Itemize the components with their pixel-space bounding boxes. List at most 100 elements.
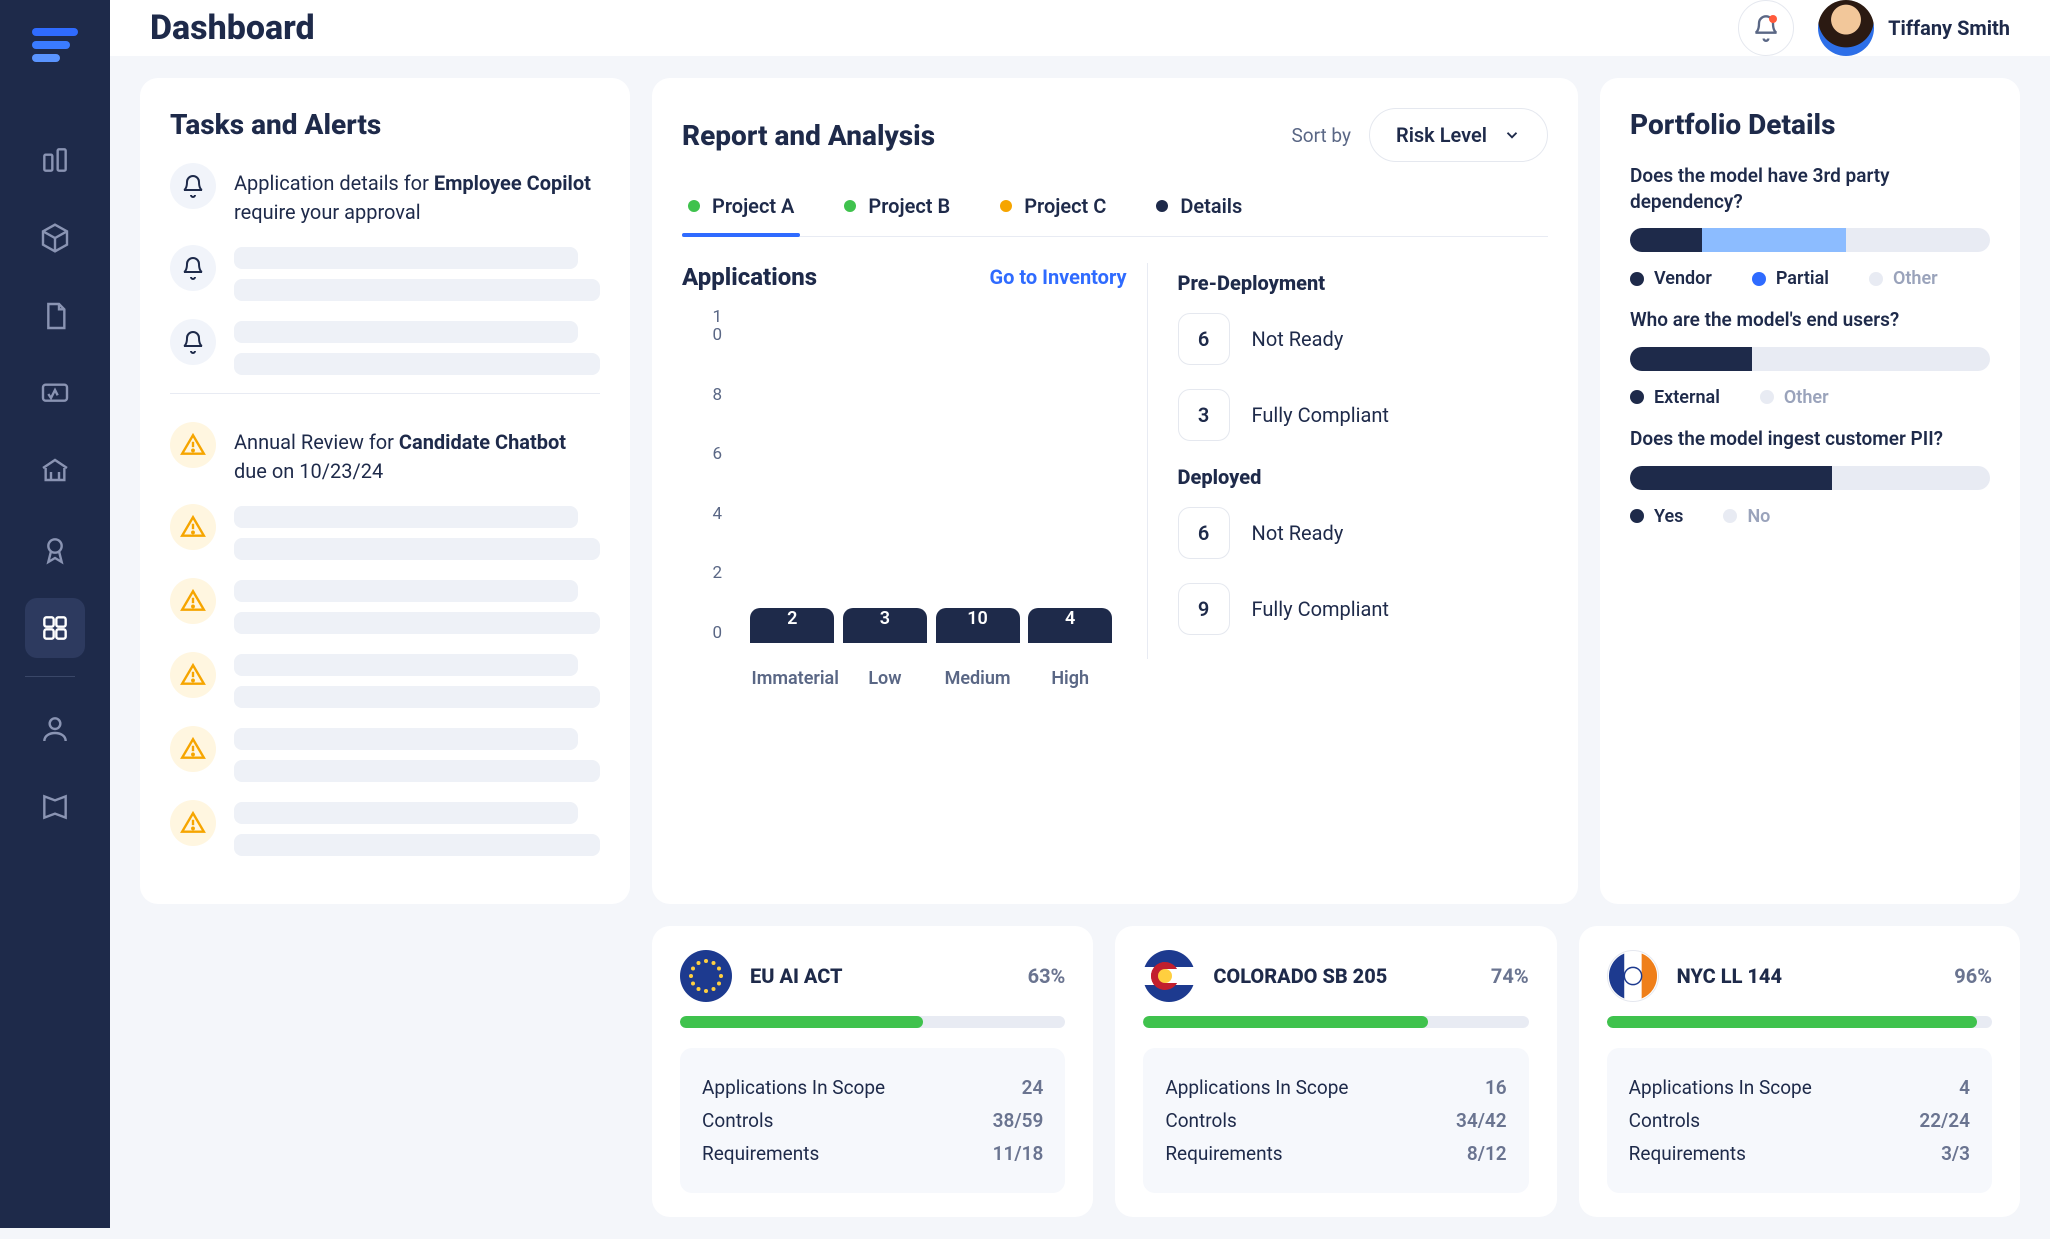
compliance-row: Requirements11/18 (702, 1142, 1043, 1165)
compliance-title: EU AI ACT (750, 964, 1010, 988)
task-placeholder (234, 726, 600, 782)
task-item[interactable] (170, 319, 600, 375)
nav-item-badge[interactable] (25, 520, 85, 580)
portfolio-bar (1630, 466, 1990, 490)
tab-project-a[interactable]: Project A (682, 194, 800, 236)
legend-dot-icon (1630, 272, 1644, 286)
tab-dot-icon (844, 200, 856, 212)
topbar: Dashboard Tiffany Smith (110, 0, 2050, 56)
portfolio-question: Who are the model's end users? (1630, 307, 1990, 333)
nav-item-bank[interactable] (25, 442, 85, 502)
user-menu[interactable]: Tiffany Smith (1818, 0, 2010, 56)
y-tick: 2 (682, 565, 722, 583)
bar-high: 4 (1029, 608, 1111, 643)
applications-title: Applications (682, 263, 817, 291)
compliance-key: Applications In Scope (702, 1076, 885, 1099)
nav-item-cube[interactable] (25, 208, 85, 268)
portfolio-question: Does the model have 3rd party dependency… (1630, 163, 1990, 214)
compliance-value: 22/24 (1919, 1109, 1970, 1132)
compliance-row: Requirements 3/3 (1629, 1142, 1970, 1165)
compliance-table: Applications In Scope16Controls34/42Requ… (1143, 1048, 1528, 1193)
legend-item: Other (1869, 268, 1938, 289)
page-title: Dashboard (150, 8, 315, 48)
document-icon (39, 300, 71, 332)
portfolio-bar (1630, 228, 1990, 252)
monitor-icon (39, 378, 71, 410)
compliance-table: Applications In Scope4 Controls22/24 Requi… (1607, 1048, 1992, 1193)
report-tabs: Project A Project B Project C Details (682, 194, 1548, 237)
compliance-card-nyc[interactable]: NYC LL 144 96% Applications In Scope4Con… (1579, 926, 2020, 1217)
compliance-value: 3/3 (1941, 1142, 1970, 1165)
x-label: Medium (937, 668, 1019, 689)
task-item[interactable] (170, 800, 600, 856)
task-item[interactable]: Application details for Employee Copilot… (170, 163, 600, 227)
buildings-icon (39, 144, 71, 176)
nav-item-apps[interactable] (25, 598, 85, 658)
legend-dot-icon (1630, 390, 1644, 404)
go-to-inventory-link[interactable]: Go to Inventory (989, 265, 1126, 289)
warning-icon (170, 652, 216, 698)
compliance-value: 34/42 (1456, 1109, 1507, 1132)
tab-details[interactable]: Details (1150, 194, 1248, 236)
tab-project-c[interactable]: Project C (994, 194, 1112, 236)
notifications-button[interactable] (1738, 0, 1794, 56)
compliance-percent: 63% (1028, 964, 1066, 988)
report-panel: Report and Analysis Sort by Risk Level P… (652, 78, 1578, 904)
status-item[interactable]: 3Fully Compliant (1178, 389, 1548, 441)
compliance-value: 16 (1485, 1076, 1507, 1099)
portfolio-legend: ExternalOther (1630, 387, 1990, 408)
tab-project-b[interactable]: Project B (838, 194, 956, 236)
nyc-flag-icon (1607, 950, 1659, 1002)
task-item[interactable] (170, 578, 600, 634)
compliance-key: Requirements (1629, 1142, 1746, 1165)
portfolio-legend: YesNo (1630, 506, 1990, 527)
sort-select[interactable]: Risk Level (1369, 108, 1548, 162)
nav-item-user[interactable] (25, 699, 85, 759)
y-tick: 10 (682, 309, 722, 345)
avatar (1818, 0, 1874, 56)
compliance-row: Applications In Scope16 (1165, 1076, 1506, 1099)
tab-label: Project B (868, 194, 950, 218)
bar-value: 3 (843, 608, 927, 643)
status-item[interactable]: 9Fully Compliant (1178, 583, 1548, 635)
user-icon (39, 713, 71, 745)
compliance-row: Applications In Scope4 (1629, 1076, 1970, 1099)
status-label: Not Ready (1252, 327, 1344, 351)
compliance-key: Applications In Scope (1629, 1076, 1812, 1099)
compliance-row: Controls22/24 (1629, 1109, 1970, 1132)
portfolio-segment (1630, 228, 1702, 252)
task-item[interactable] (170, 726, 600, 782)
status-label: Fully Compliant (1252, 403, 1389, 427)
portfolio-title: Portfolio Details (1630, 108, 1990, 141)
task-item[interactable] (170, 245, 600, 301)
tasks-panel: Tasks and Alerts Application details for… (140, 78, 630, 904)
compliance-card-co[interactable]: COLORADO SB 205 74% Applications In Scop… (1115, 926, 1556, 1217)
tab-label: Details (1180, 194, 1242, 218)
user-name: Tiffany Smith (1888, 16, 2010, 40)
compliance-row: Requirements8/12 (1165, 1142, 1506, 1165)
nav-item-monitor[interactable] (25, 364, 85, 424)
task-placeholder (234, 245, 600, 301)
status-item[interactable]: 6Not Ready (1178, 507, 1548, 559)
compliance-row: Controls38/59 (702, 1109, 1043, 1132)
bar-value: 2 (750, 608, 834, 643)
nav-item-buildings[interactable] (25, 130, 85, 190)
chevron-down-icon (1503, 126, 1521, 144)
sort-label: Sort by (1291, 124, 1351, 147)
task-item[interactable] (170, 652, 600, 708)
compliance-card-eu[interactable]: EU AI ACT 63% Applications In Scope24Con… (652, 926, 1093, 1217)
task-text: Annual Review for Candidate Chatbot due … (234, 422, 600, 486)
task-item[interactable]: Annual Review for Candidate Chatbot due … (170, 422, 600, 486)
compliance-key: Controls (702, 1109, 773, 1132)
legend-dot-icon (1723, 509, 1737, 523)
eu-flag-icon (680, 950, 732, 1002)
x-label: Immaterial (752, 668, 834, 689)
nav-item-document[interactable] (25, 286, 85, 346)
compliance-key: Requirements (1165, 1142, 1282, 1165)
task-item[interactable] (170, 504, 600, 560)
pre-deployment-title: Pre-Deployment (1178, 271, 1548, 295)
status-item[interactable]: 6Not Ready (1178, 313, 1548, 365)
cube-icon (39, 222, 71, 254)
nav-item-book[interactable] (25, 777, 85, 837)
warning-icon (170, 578, 216, 624)
